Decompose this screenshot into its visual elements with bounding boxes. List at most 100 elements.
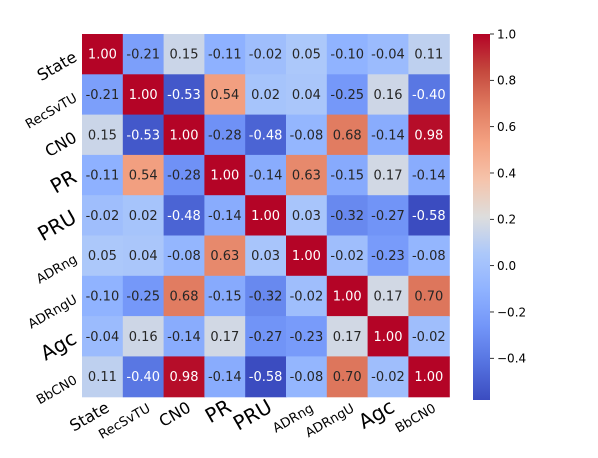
- heatmap-cell-agc-cn0: [163, 316, 205, 357]
- cell-value-adrngu-cn0: 0.68: [170, 289, 199, 304]
- heatmap-cell-recsvtu-state: [82, 74, 124, 116]
- cell-value-bbcn0-pru: -0.58: [249, 370, 283, 385]
- heatmap-cell-adrngu-agc: [367, 275, 409, 317]
- heatmap-cell-bbcn0-pru: [245, 356, 287, 398]
- cell-value-pr-adrng: 0.63: [292, 169, 321, 184]
- cell-value-cn0-cn0: 1.00: [170, 128, 199, 143]
- colorbar: 1.0 0.8 0.6 0.4 0.2 0.0 −0.2 −0.4: [473, 27, 526, 400]
- cell-value-recsvtu-state: -0.21: [86, 88, 120, 103]
- cell-value-agc-adrng: -0.23: [290, 330, 324, 345]
- cell-value-agc-bbcn0: -0.02: [412, 330, 446, 345]
- heatmap-cell-adrngu-cn0: [163, 275, 205, 317]
- heatmap-cell-cn0-bbcn0: [408, 114, 450, 156]
- row-label-recsvtu: RecSvTU: [23, 91, 80, 132]
- heatmap-cell-agc-pru: [245, 316, 287, 357]
- cell-value-pru-adrngu: -0.32: [330, 209, 364, 224]
- cell-value-state-pr: -0.11: [208, 48, 242, 63]
- cell-value-pr-adrngu: -0.15: [330, 169, 364, 184]
- cell-value-state-recsvtu: -0.21: [126, 48, 160, 63]
- heatmap-cell-adrngu-pr: [204, 275, 246, 317]
- heatmap-cell-recsvtu-adrng: [286, 74, 328, 116]
- cell-value-adrng-adrng: 1.00: [292, 249, 321, 264]
- cell-value-cn0-recsvtu: -0.53: [126, 128, 160, 143]
- column-label-cn0: CN0: [156, 398, 194, 431]
- row-label-pru: PRU: [33, 205, 80, 246]
- heatmap-cell-pru-recsvtu: [122, 195, 165, 237]
- heatmap-cell-agc-state: [82, 316, 124, 357]
- cell-value-bbcn0-cn0: 0.98: [170, 370, 199, 385]
- cell-value-cn0-agc: -0.14: [371, 128, 405, 143]
- cell-value-pru-bbcn0: -0.58: [412, 209, 446, 224]
- heatmap-cell-adrng-cn0: [163, 235, 205, 277]
- column-label-agc: Agc: [354, 394, 398, 433]
- cell-value-pru-pr: -0.14: [208, 209, 242, 224]
- heatmap-cell-adrngu-state: [82, 275, 124, 317]
- cell-value-bbcn0-pr: -0.14: [208, 370, 242, 385]
- heatmap-cell-pru-pru: [245, 195, 287, 237]
- cell-value-pr-bbcn0: -0.14: [412, 169, 446, 184]
- cell-value-adrngu-agc: 0.17: [374, 289, 403, 304]
- cell-value-bbcn0-bbcn0: 1.00: [414, 370, 443, 385]
- heatmap-cell-pr-adrng: [286, 154, 328, 196]
- heatmap-cell-state-bbcn0: [408, 34, 450, 75]
- heatmap-cell-pru-cn0: [163, 195, 205, 237]
- heatmap-cell-state-adrngu: [326, 34, 369, 75]
- heatmap-cell-adrngu-adrng: [286, 275, 328, 317]
- cell-value-bbcn0-agc: -0.02: [371, 370, 405, 385]
- cell-value-cn0-pr: -0.28: [208, 128, 242, 143]
- heatmap-cell-bbcn0-pr: [204, 356, 246, 398]
- heatmap-cell-bbcn0-recsvtu: [122, 356, 165, 398]
- heatmap-cell-adrng-pr: [204, 235, 246, 277]
- cell-value-adrng-adrngu: -0.02: [330, 249, 364, 264]
- heatmap-cell-pr-adrngu: [326, 154, 369, 196]
- heatmap-cell-state-pr: [204, 34, 246, 75]
- heatmap-cell-recsvtu-recsvtu: [122, 74, 165, 116]
- heatmap-cell-pr-agc: [367, 154, 409, 196]
- heatmap-cell-pr-pru: [245, 154, 287, 196]
- column-label-pr: PR: [201, 394, 236, 428]
- heatmap-cell-adrngu-pru: [245, 275, 287, 317]
- heatmap-cell-state-cn0: [163, 34, 205, 75]
- heatmap-cell-state-pru: [245, 34, 287, 75]
- cell-value-adrng-agc: -0.23: [371, 249, 405, 264]
- colorbar-tick-label: 0.0: [497, 259, 516, 273]
- cell-value-state-adrng: 0.05: [292, 48, 321, 63]
- colorbar-gradient: [473, 34, 490, 400]
- cell-value-recsvtu-recsvtu: 1.00: [129, 88, 158, 103]
- heatmap-cell-pr-cn0: [163, 154, 205, 196]
- heatmap-cell-pru-bbcn0: [408, 195, 450, 237]
- heatmap-cell-agc-adrng: [286, 316, 328, 357]
- heatmap-cell-recsvtu-pru: [245, 74, 287, 116]
- row-label-adrng: ADRng: [34, 252, 80, 287]
- cell-value-adrng-recsvtu: 0.04: [129, 249, 158, 264]
- heatmap-cell-bbcn0-cn0: [163, 356, 205, 398]
- heatmap-cell-pru-adrng: [286, 195, 328, 237]
- heatmap-annotations: 1.00 -0.21 0.15 -0.11 -0.02 0.05 -0.10 -0.04 0.1…: [86, 48, 446, 385]
- cell-value-adrng-cn0: -0.08: [167, 249, 201, 264]
- cell-value-cn0-bbcn0: 0.98: [414, 128, 443, 143]
- cell-value-bbcn0-adrngu: 0.70: [333, 370, 362, 385]
- cell-value-state-agc: -0.04: [371, 48, 405, 63]
- heatmap-cell-pr-recsvtu: [122, 154, 165, 196]
- heatmap-cell-cn0-pr: [204, 114, 246, 156]
- cell-value-recsvtu-adrngu: -0.25: [330, 88, 364, 103]
- heatmap-cell-adrng-recsvtu: [122, 235, 165, 277]
- cell-value-adrng-bbcn0: -0.08: [412, 249, 446, 264]
- cell-value-adrng-state: 0.05: [88, 249, 117, 264]
- row-label-adrngu: ADRngU: [26, 292, 80, 332]
- cell-value-pru-agc: -0.27: [371, 209, 405, 224]
- cell-value-pru-cn0: -0.48: [167, 209, 201, 224]
- cell-value-recsvtu-adrng: 0.04: [292, 88, 321, 103]
- cell-value-pr-state: -0.11: [86, 169, 120, 184]
- heatmap-cell-state-adrng: [286, 34, 328, 75]
- cell-value-bbcn0-adrng: -0.08: [290, 370, 324, 385]
- heatmap-cells: [82, 34, 450, 398]
- heatmap-cell-adrng-state: [82, 235, 124, 277]
- column-label-bbcn0: BbCN0: [393, 401, 439, 436]
- heatmap-cell-cn0-adrngu: [326, 114, 369, 156]
- cell-value-cn0-state: 0.15: [88, 128, 117, 143]
- heatmap-cell-state-recsvtu: [122, 34, 165, 75]
- colorbar-tick-label: −0.4: [497, 352, 526, 366]
- row-label-pr: PR: [46, 165, 81, 199]
